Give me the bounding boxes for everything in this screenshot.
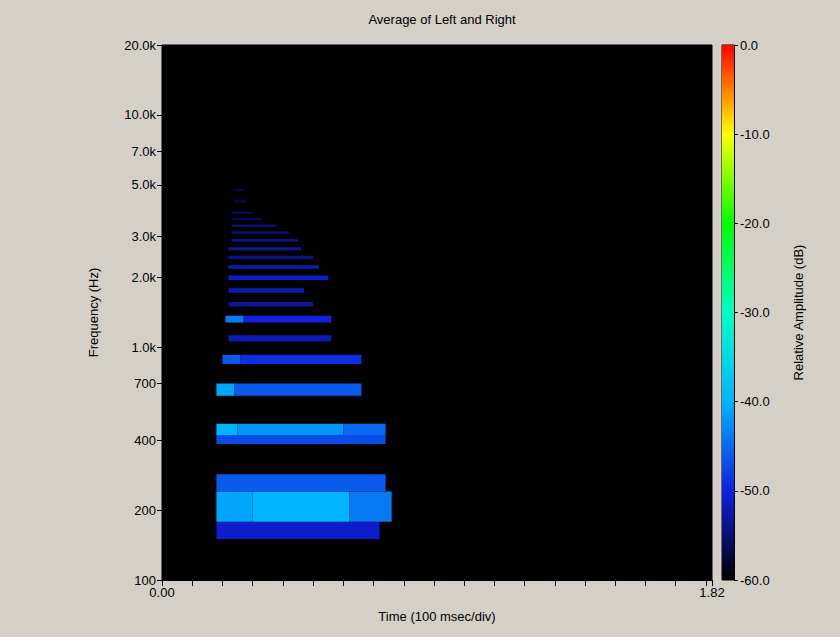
svg-text:10.0k: 10.0k <box>124 107 156 122</box>
svg-text:700: 700 <box>134 376 156 391</box>
svg-text:-40.0: -40.0 <box>740 394 770 409</box>
svg-text:0.0: 0.0 <box>740 38 758 53</box>
svg-text:100: 100 <box>134 572 156 588</box>
svg-text:1.0k: 1.0k <box>131 340 156 355</box>
svg-text:Average of Left and Right: Average of Left and Right <box>368 12 516 27</box>
svg-text:-20.0: -20.0 <box>740 216 770 231</box>
svg-text:-10.0: -10.0 <box>740 127 770 142</box>
svg-text:3.0k: 3.0k <box>131 229 156 244</box>
svg-text:-60.0: -60.0 <box>740 573 770 588</box>
svg-text:200: 200 <box>134 503 156 518</box>
svg-text:1.82: 1.82 <box>699 585 724 600</box>
svg-text:400: 400 <box>134 433 156 448</box>
svg-text:Time (100 msec/div): Time (100 msec/div) <box>378 609 495 624</box>
svg-text:20.0k: 20.0k <box>124 38 156 53</box>
svg-text:Frequency (Hz): Frequency (Hz) <box>86 268 101 358</box>
svg-text:5.0k: 5.0k <box>131 177 156 192</box>
svg-text:-30.0: -30.0 <box>740 305 770 320</box>
svg-text:0.00: 0.00 <box>149 585 174 600</box>
svg-text:Relative Amplitude (dB): Relative Amplitude (dB) <box>791 245 806 381</box>
svg-text:7.0k: 7.0k <box>131 144 156 159</box>
svg-text:2.0k: 2.0k <box>131 270 156 285</box>
svg-text:-50.0: -50.0 <box>740 483 770 498</box>
